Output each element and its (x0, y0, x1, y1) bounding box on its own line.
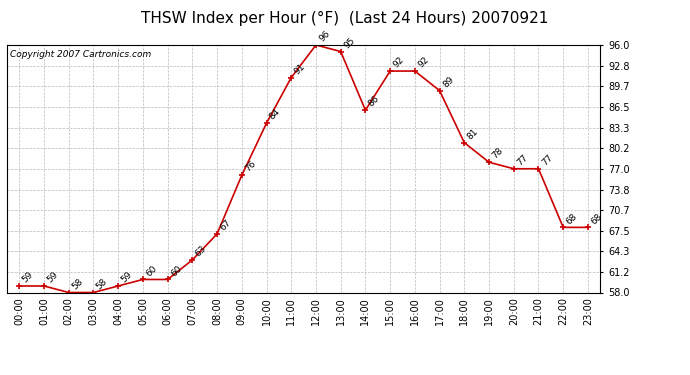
Text: 59: 59 (21, 270, 35, 285)
Text: 92: 92 (391, 55, 406, 70)
Text: 58: 58 (95, 277, 109, 291)
Text: 59: 59 (46, 270, 60, 285)
Text: 77: 77 (540, 153, 554, 167)
Text: 92: 92 (416, 55, 431, 70)
Text: 68: 68 (564, 211, 579, 226)
Text: 59: 59 (119, 270, 134, 285)
Text: THSW Index per Hour (°F)  (Last 24 Hours) 20070921: THSW Index per Hour (°F) (Last 24 Hours)… (141, 11, 549, 26)
Text: 91: 91 (293, 62, 307, 76)
Text: Copyright 2007 Cartronics.com: Copyright 2007 Cartronics.com (10, 50, 151, 59)
Text: 96: 96 (317, 29, 332, 44)
Text: 60: 60 (169, 264, 184, 278)
Text: 84: 84 (268, 107, 282, 122)
Text: 89: 89 (441, 75, 455, 89)
Text: 63: 63 (194, 244, 208, 258)
Text: 95: 95 (342, 36, 357, 50)
Text: 58: 58 (70, 277, 85, 291)
Text: 67: 67 (219, 218, 233, 232)
Text: 68: 68 (589, 211, 604, 226)
Text: 78: 78 (491, 146, 505, 161)
Text: 86: 86 (367, 94, 382, 109)
Text: 60: 60 (144, 264, 159, 278)
Text: 81: 81 (466, 127, 480, 141)
Text: 77: 77 (515, 153, 530, 167)
Text: 76: 76 (243, 159, 257, 174)
